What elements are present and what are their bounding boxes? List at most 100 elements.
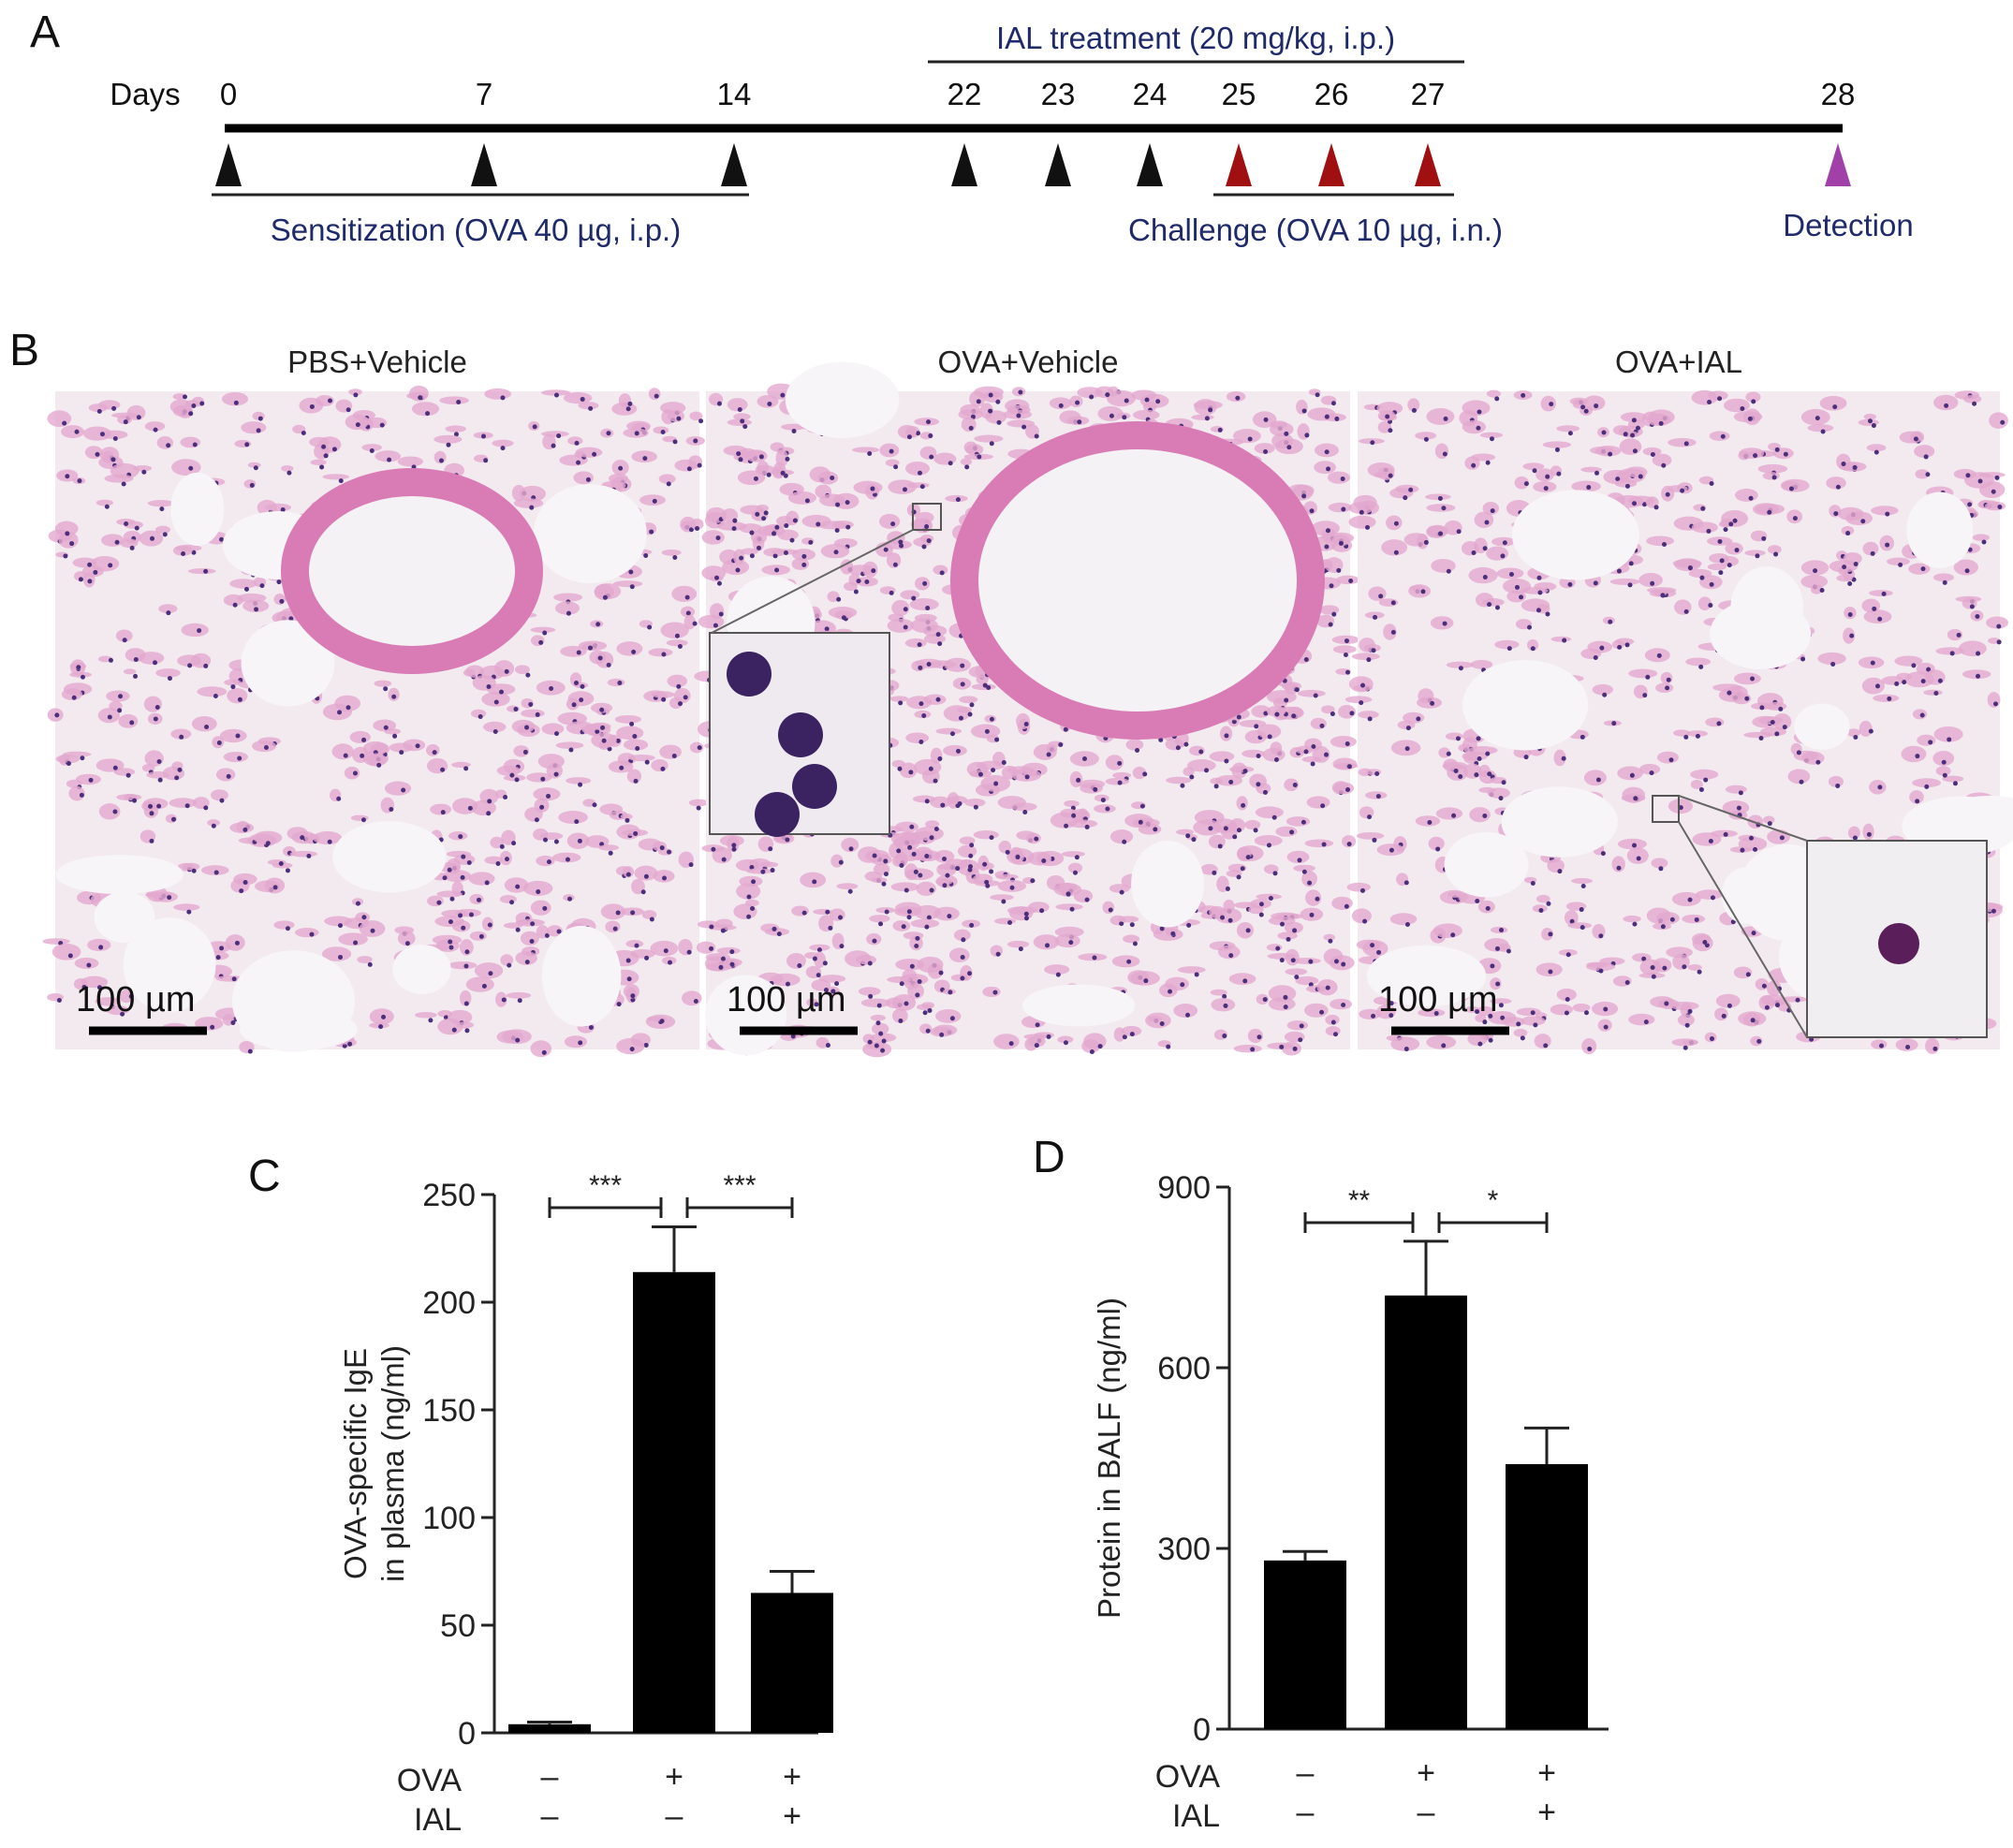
tissue-strand [1800,575,1829,589]
tissue-strand [531,635,545,647]
nucleus [1562,638,1567,643]
nucleus [924,853,930,858]
nucleus [1697,969,1702,975]
nucleus [783,550,788,555]
tissue-strand [1688,568,1712,579]
eosinophil-cell [727,652,771,697]
nucleus [1236,874,1242,880]
tissue-strand [1873,694,1900,702]
nucleus [478,933,484,939]
nucleus [1075,400,1080,405]
tissue-strand [651,691,675,698]
nucleus [1873,449,1879,455]
nucleus [1683,734,1689,740]
tissue-strand [1871,1039,1888,1049]
nucleus [1502,540,1507,546]
tissue-strand [922,624,948,638]
tissue-strand [1871,506,1899,516]
tissue-strand [950,974,968,982]
nucleus [995,951,1001,957]
tissue-strand [1254,443,1275,454]
tissue-strand [1962,597,1977,609]
tissue-strand [492,439,514,447]
tissue-strand [1623,915,1641,923]
nucleus [567,896,573,902]
nucleus [448,939,453,945]
nucleus [1018,946,1023,952]
nucleus [1089,1049,1095,1054]
nucleus [1064,823,1069,829]
nucleus [1650,964,1655,970]
nucleus [179,734,184,740]
tissue-strand [1714,1007,1728,1021]
nucleus [606,662,611,667]
airway-lumen [978,449,1297,711]
nucleus [566,610,571,616]
tissue-strand [844,581,858,592]
nucleus [215,955,221,961]
ova-indicator: + [783,1759,801,1795]
nucleus [906,915,912,920]
nucleus [466,860,472,866]
tissue-strand [900,846,920,862]
nucleus [1709,581,1714,587]
nucleus [709,924,714,930]
nucleus [835,502,841,507]
nucleus [1684,1022,1690,1028]
tissue-strand [578,402,599,410]
y-tick-label: 900 [1157,1170,1211,1206]
tissue-strand [1426,407,1455,425]
nucleus [1126,959,1132,964]
nucleus [1832,404,1838,410]
nucleus [132,798,138,803]
nucleus [1245,928,1251,933]
tissue-strand [1843,627,1856,644]
significance-label: *** [723,1170,756,1201]
nucleus [56,997,62,1003]
tissue-strand [563,391,593,404]
tissue-strand [887,618,915,633]
tissue-strand [1389,913,1418,926]
nucleus [1740,405,1745,411]
nucleus [534,817,539,823]
tissue-strand [294,927,319,938]
tissue-strand [1328,502,1352,513]
alveolar-space [705,975,787,1056]
row-label-ova: OVA [1155,1759,1221,1795]
nucleus [1303,749,1309,755]
nucleus [578,1040,583,1046]
tissue-strand [957,706,972,713]
nucleus [1738,790,1743,796]
tissue-strand [1586,962,1616,972]
nucleus [1813,568,1818,574]
nucleus [499,689,505,695]
tissue-strand [1428,836,1445,851]
nucleus [1923,454,1929,460]
nucleus [836,596,842,602]
nucleus [688,527,694,533]
nucleus [309,403,315,409]
nucleus [757,545,762,550]
tissue-strand [1469,807,1491,823]
nucleus [1699,575,1705,580]
tissue-strand [533,787,561,801]
nucleus [1345,787,1351,793]
nucleus [1142,771,1148,777]
tissue-strand [1692,932,1712,946]
y-tick-label: 100 [422,1501,476,1536]
nucleus [1736,805,1741,811]
nucleus [1567,431,1573,436]
tissue-strand [1581,1037,1597,1055]
nucleus [838,915,844,920]
nucleus [1223,1003,1228,1008]
tissue-strand [1912,778,1942,788]
tissue-strand [1173,1003,1198,1019]
nucleus [969,702,975,708]
nucleus [1830,661,1836,667]
nucleus [554,731,560,737]
nucleus [1495,981,1501,987]
nucleus [1915,799,1920,804]
nucleus [1329,583,1334,589]
nucleus [191,868,197,873]
